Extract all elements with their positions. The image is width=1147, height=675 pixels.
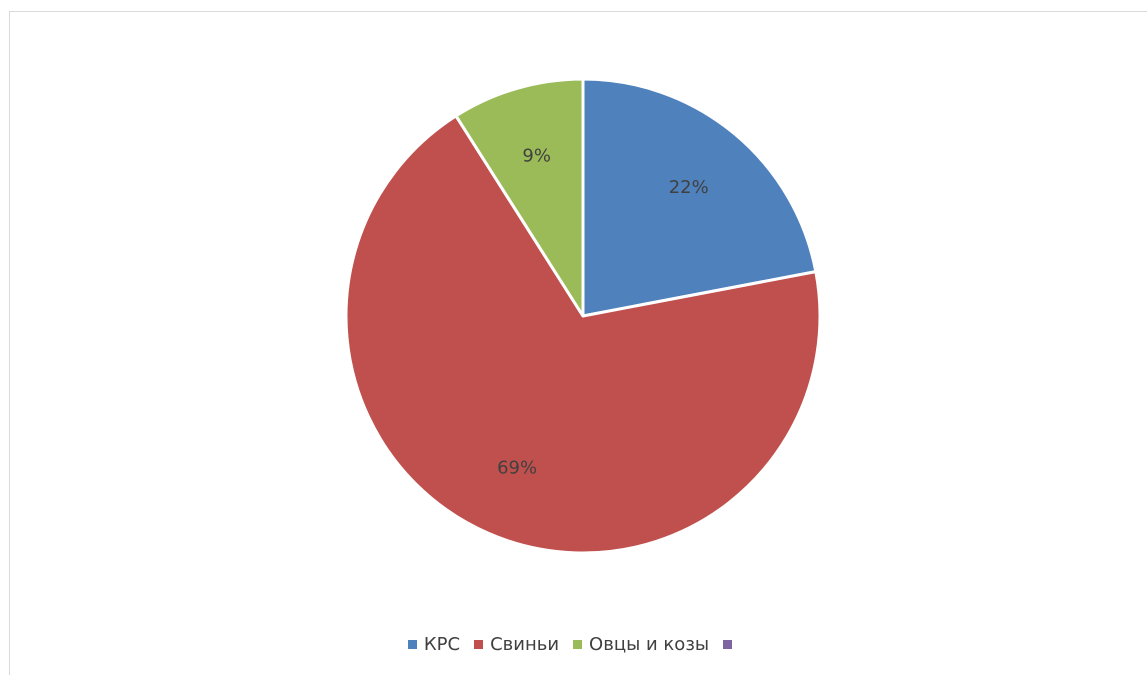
legend: КРС Свиньи Овцы и козы xyxy=(0,634,1147,655)
legend-label-3: Овцы и козы xyxy=(589,634,710,655)
legend-swatch-4 xyxy=(723,640,733,649)
legend-item-2: Свиньи xyxy=(474,634,559,655)
data-label-1: 22% xyxy=(669,177,709,198)
pie-slice-2 xyxy=(344,114,822,555)
data-label-3: 9% xyxy=(522,146,551,167)
legend-item-3: Овцы и козы xyxy=(573,634,709,655)
legend-item-1: КРС xyxy=(407,634,461,655)
pie-data-labels: 22% 69% 9% xyxy=(497,146,709,479)
legend-swatch-1 xyxy=(407,640,417,649)
data-label-2: 69% xyxy=(497,457,537,478)
pie-slice-3 xyxy=(454,77,585,318)
legend-label-1: КРС xyxy=(423,634,461,655)
legend-item-4 xyxy=(723,640,739,649)
pie-slices xyxy=(344,77,822,555)
legend-swatch-2 xyxy=(474,640,484,649)
legend-swatch-3 xyxy=(573,640,583,649)
legend-label-2: Свиньи xyxy=(490,634,560,655)
pie-slice-1 xyxy=(581,77,818,318)
